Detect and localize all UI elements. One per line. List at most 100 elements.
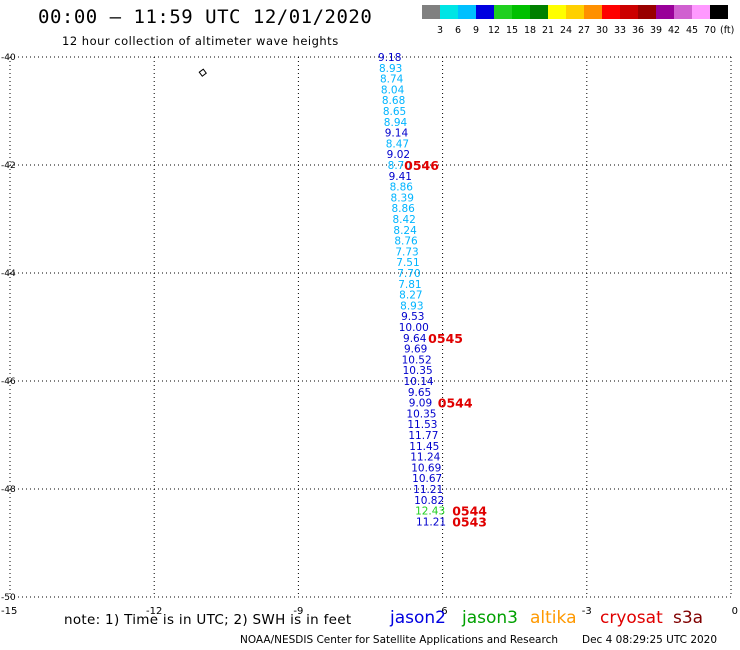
color-scale-swatch <box>602 5 620 19</box>
y-tick-label: -46 <box>1 377 16 387</box>
wave-height-label: 9.69 <box>404 344 427 356</box>
color-scale-label: 27 <box>577 25 591 36</box>
wave-height-label: 10.14 <box>404 376 434 388</box>
wave-height-label: 9.14 <box>385 128 409 140</box>
wave-height-label: 9.41 <box>389 171 412 183</box>
footer-timestamp: Dec 4 08:29:25 UTC 2020 <box>582 634 718 646</box>
wave-height-label: 8.42 <box>392 214 415 226</box>
wave-height-label: 8.94 <box>384 117 408 129</box>
color-scale-label: 6 <box>454 25 462 36</box>
wave-height-label: 9.53 <box>401 311 424 323</box>
wave-height-label: 9.02 <box>387 149 410 161</box>
color-scale-swatch <box>584 5 602 19</box>
color-scale-label: 33 <box>613 25 627 36</box>
color-scale-swatch <box>440 5 458 19</box>
wave-height-label: 10.52 <box>402 354 432 366</box>
color-scale-label: 45 <box>685 25 699 36</box>
x-tick-label: -12 <box>146 606 162 617</box>
color-scale-swatch <box>512 5 530 19</box>
time-label: 0545 <box>428 331 463 346</box>
wave-height-label: 10.35 <box>406 408 436 420</box>
wave-height-label: 7.70 <box>397 268 420 280</box>
color-scale-swatch <box>692 5 710 19</box>
wave-height-label: 11.77 <box>408 430 438 442</box>
wave-height-label: 9.18 <box>378 52 401 64</box>
wave-height-label: 8.93 <box>400 300 423 312</box>
legend-entry-altika: altika <box>530 608 577 628</box>
color-scale-unit: (ft) <box>720 25 735 36</box>
wave-height-label: 7.51 <box>396 257 419 269</box>
note-text: note: 1) Time is in UTC; 2) SWH is in fe… <box>64 612 352 628</box>
color-scale-label: 70 <box>703 25 717 36</box>
color-scale-swatch <box>530 5 548 19</box>
wave-height-label: 8.93 <box>379 63 402 75</box>
color-scale-label: 36 <box>631 25 645 36</box>
color-scale-swatch <box>458 5 476 19</box>
time-label: 0544 <box>438 396 473 411</box>
time-label: 0546 <box>404 158 439 173</box>
color-scale-swatch <box>638 5 656 19</box>
time-label: 0544 <box>452 504 487 519</box>
color-scale-swatch <box>422 5 440 19</box>
wave-height-label: 8.70 <box>388 160 411 172</box>
footer-credit: NOAA/NESDIS Center for Satellite Applica… <box>240 634 558 646</box>
wave-height-label: 8.65 <box>383 106 406 118</box>
color-scale-swatch <box>710 5 728 19</box>
x-tick-label: -3 <box>582 606 592 617</box>
wave-height-label: 10.82 <box>414 495 444 507</box>
wave-height-label: 8.76 <box>394 236 418 248</box>
wave-height-label: 11.45 <box>409 441 439 453</box>
chart-title: 00:00 – 11:59 UTC 12/01/2020 <box>38 6 373 28</box>
x-tick-label: -15 <box>1 606 17 617</box>
y-tick-label: -50 <box>1 593 16 603</box>
wave-height-label: 11.24 <box>410 452 440 464</box>
wave-height-label: 8.47 <box>386 138 409 150</box>
color-scale-label: 30 <box>595 25 609 36</box>
legend-entry-jason2: jason2 <box>390 608 446 628</box>
color-scale-label: 3 <box>436 25 444 36</box>
wave-height-label: 11.21 <box>416 516 446 528</box>
color-scale-label: 15 <box>505 25 519 36</box>
y-tick-label: -40 <box>1 53 16 63</box>
wave-height-label: 8.39 <box>391 192 414 204</box>
chart-subtitle: 12 hour collection of altimeter wave hei… <box>62 34 339 48</box>
wave-height-label: 8.86 <box>391 203 415 215</box>
wave-height-label: 7.81 <box>398 279 421 291</box>
y-tick-label: -42 <box>1 161 16 171</box>
wave-height-label: 10.69 <box>411 462 441 474</box>
x-tick-label: 0 <box>732 606 738 617</box>
coastline-fragment <box>198 68 207 77</box>
wave-height-label: 8.24 <box>393 225 417 237</box>
color-scale-swatch <box>674 5 692 19</box>
wave-height-label: 8.27 <box>399 290 422 302</box>
color-scale-label: 24 <box>559 25 573 36</box>
color-scale-swatch <box>656 5 674 19</box>
wave-height-label: 9.65 <box>408 387 431 399</box>
wave-height-label: 11.21 <box>413 484 443 496</box>
wave-height-label: 8.86 <box>390 182 414 194</box>
wave-height-label: 12.43 <box>415 506 445 518</box>
color-scale-label: 18 <box>523 25 537 36</box>
wave-height-label: 10.67 <box>412 473 442 485</box>
wave-height-label: 10.00 <box>399 322 429 334</box>
wave-height-label: 8.74 <box>380 74 404 86</box>
wave-height-label: 9.64 <box>403 333 427 345</box>
y-tick-label: -48 <box>1 485 16 495</box>
color-scale-label: 12 <box>487 25 501 36</box>
wave-height-label: 11.53 <box>407 419 437 431</box>
color-scale-label: 42 <box>667 25 681 36</box>
y-tick-label: -44 <box>1 269 16 279</box>
color-scale-swatch <box>566 5 584 19</box>
x-tick-label: -6 <box>438 606 448 617</box>
color-scale-swatch <box>476 5 494 19</box>
color-scale-swatch <box>548 5 566 19</box>
wave-height-label: 10.35 <box>403 365 433 377</box>
x-tick-label: -9 <box>293 606 303 617</box>
wave-height-label: 8.68 <box>382 95 405 107</box>
color-scale-label: 21 <box>541 25 555 36</box>
color-scale-label: 39 <box>649 25 663 36</box>
color-scale-swatch <box>494 5 512 19</box>
time-label: 0543 <box>452 514 487 529</box>
